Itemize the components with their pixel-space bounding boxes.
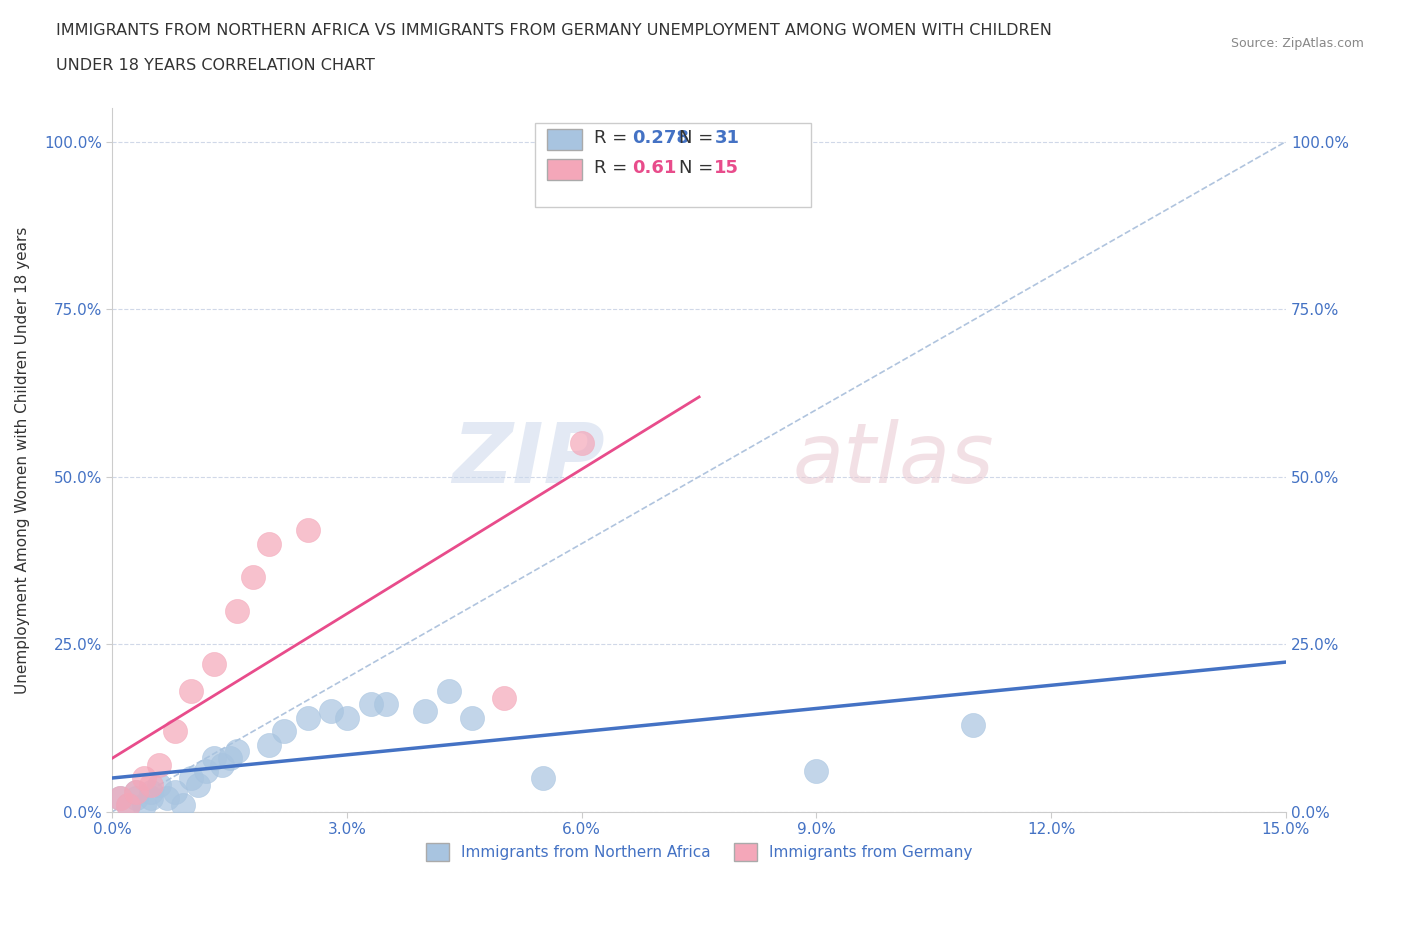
Point — [226, 744, 249, 759]
Point — [202, 751, 225, 765]
FancyBboxPatch shape — [534, 124, 811, 206]
Text: Source: ZipAtlas.com: Source: ZipAtlas.com — [1230, 37, 1364, 50]
Point — [492, 690, 515, 705]
Point — [125, 784, 148, 799]
Text: 0.61: 0.61 — [633, 159, 676, 177]
Point — [163, 724, 186, 738]
Point — [141, 790, 163, 805]
Text: 15: 15 — [714, 159, 740, 177]
Point — [187, 777, 209, 792]
Point — [297, 711, 319, 725]
Point — [117, 798, 139, 813]
Point — [257, 537, 280, 551]
Point — [437, 684, 460, 698]
Point — [163, 784, 186, 799]
Point — [141, 784, 163, 799]
Text: UNDER 18 YEARS CORRELATION CHART: UNDER 18 YEARS CORRELATION CHART — [56, 58, 375, 73]
Text: atlas: atlas — [793, 419, 994, 500]
Legend: Immigrants from Northern Africa, Immigrants from Germany: Immigrants from Northern Africa, Immigra… — [420, 836, 979, 868]
Point — [180, 771, 202, 786]
Point — [962, 717, 984, 732]
Text: R =: R = — [593, 159, 633, 177]
Point — [108, 790, 131, 805]
Point — [202, 657, 225, 671]
Point — [806, 764, 828, 779]
Point — [148, 757, 170, 772]
Point — [172, 798, 194, 813]
Text: 0.278: 0.278 — [633, 129, 689, 147]
Point — [108, 790, 131, 805]
Point — [336, 711, 359, 725]
Point — [180, 684, 202, 698]
Text: N =: N = — [679, 159, 720, 177]
Point — [242, 570, 264, 585]
FancyBboxPatch shape — [547, 129, 582, 151]
Point — [375, 697, 398, 711]
Point — [195, 764, 218, 779]
Y-axis label: Unemployment Among Women with Children Under 18 years: Unemployment Among Women with Children U… — [15, 226, 30, 694]
Text: N =: N = — [679, 129, 720, 147]
Point — [273, 724, 295, 738]
Point — [413, 704, 436, 719]
Text: 31: 31 — [714, 129, 740, 147]
Point — [132, 798, 155, 813]
Text: IMMIGRANTS FROM NORTHERN AFRICA VS IMMIGRANTS FROM GERMANY UNEMPLOYMENT AMONG WO: IMMIGRANTS FROM NORTHERN AFRICA VS IMMIG… — [56, 23, 1052, 38]
Point — [226, 604, 249, 618]
Point — [156, 790, 179, 805]
FancyBboxPatch shape — [547, 159, 582, 180]
Point — [125, 790, 148, 805]
Point — [132, 771, 155, 786]
Text: R =: R = — [593, 129, 633, 147]
Point — [218, 751, 240, 765]
Point — [125, 784, 148, 799]
Text: ZIP: ZIP — [453, 419, 605, 500]
Point — [321, 704, 343, 719]
Point — [571, 435, 593, 450]
Point — [297, 523, 319, 538]
Point — [257, 737, 280, 752]
Point — [211, 757, 233, 772]
Point — [117, 798, 139, 813]
Point — [360, 697, 382, 711]
Point — [141, 777, 163, 792]
Point — [531, 771, 554, 786]
Point — [461, 711, 484, 725]
Point — [148, 777, 170, 792]
